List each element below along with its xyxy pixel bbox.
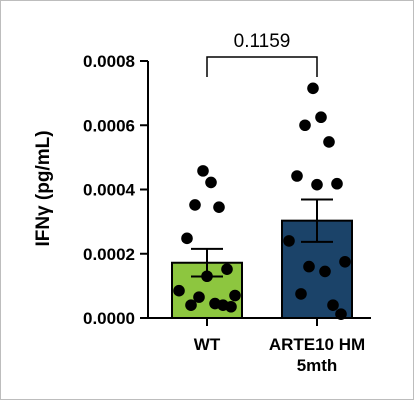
- data-point-0-1: [205, 176, 217, 189]
- data-point-1-7: [283, 235, 295, 247]
- data-point-0-11: [185, 299, 197, 311]
- y-tick-label-3: 0.0006: [83, 116, 135, 135]
- comparison-bracket: [206, 56, 318, 77]
- x-tick-label-1-1: 5mth: [297, 356, 338, 375]
- data-point-0-9: [193, 291, 205, 303]
- data-point-0-4: [181, 232, 193, 245]
- data-point-1-5: [331, 177, 343, 190]
- data-point-1-11: [295, 288, 307, 300]
- data-point-1-6: [311, 178, 323, 191]
- axis-layer: 0.0000 0.0002 0.0004 0.0006 0.0008 WT ARTE10 H…: [33, 52, 371, 375]
- data-point-1-3: [323, 136, 335, 148]
- data-points-layer: [173, 82, 351, 320]
- y-tick-label-4: 0.0008: [83, 52, 135, 71]
- data-point-0-2: [189, 199, 201, 211]
- y-axis-title: IFNγ (pg/mL): [33, 130, 54, 246]
- data-point-0-8: [229, 289, 241, 302]
- y-tick-label-1: 0.0002: [83, 245, 135, 264]
- data-point-1-10: [319, 265, 331, 278]
- x-tick-label-0-0: WT: [194, 335, 221, 354]
- x-tick-label-1-0: ARTE10 HM: [269, 335, 365, 354]
- data-point-0-6: [201, 270, 213, 283]
- data-point-1-4: [291, 170, 303, 182]
- data-point-0-0: [197, 165, 209, 177]
- data-point-1-1: [315, 111, 327, 124]
- annotation-layer: 0.1159: [206, 31, 318, 77]
- data-point-1-9: [303, 260, 315, 273]
- data-point-1-0: [307, 82, 319, 95]
- data-point-0-3: [213, 201, 225, 213]
- y-tick-label-0: 0.0000: [83, 309, 135, 328]
- data-point-1-8: [339, 255, 351, 268]
- comparison-p-value: 0.1159: [234, 31, 291, 52]
- y-tick-label-2: 0.0004: [83, 181, 136, 200]
- data-point-0-13: [225, 300, 237, 313]
- data-point-0-7: [173, 284, 185, 297]
- data-point-0-5: [221, 263, 233, 275]
- data-point-1-12: [327, 299, 339, 311]
- data-point-1-2: [299, 119, 311, 132]
